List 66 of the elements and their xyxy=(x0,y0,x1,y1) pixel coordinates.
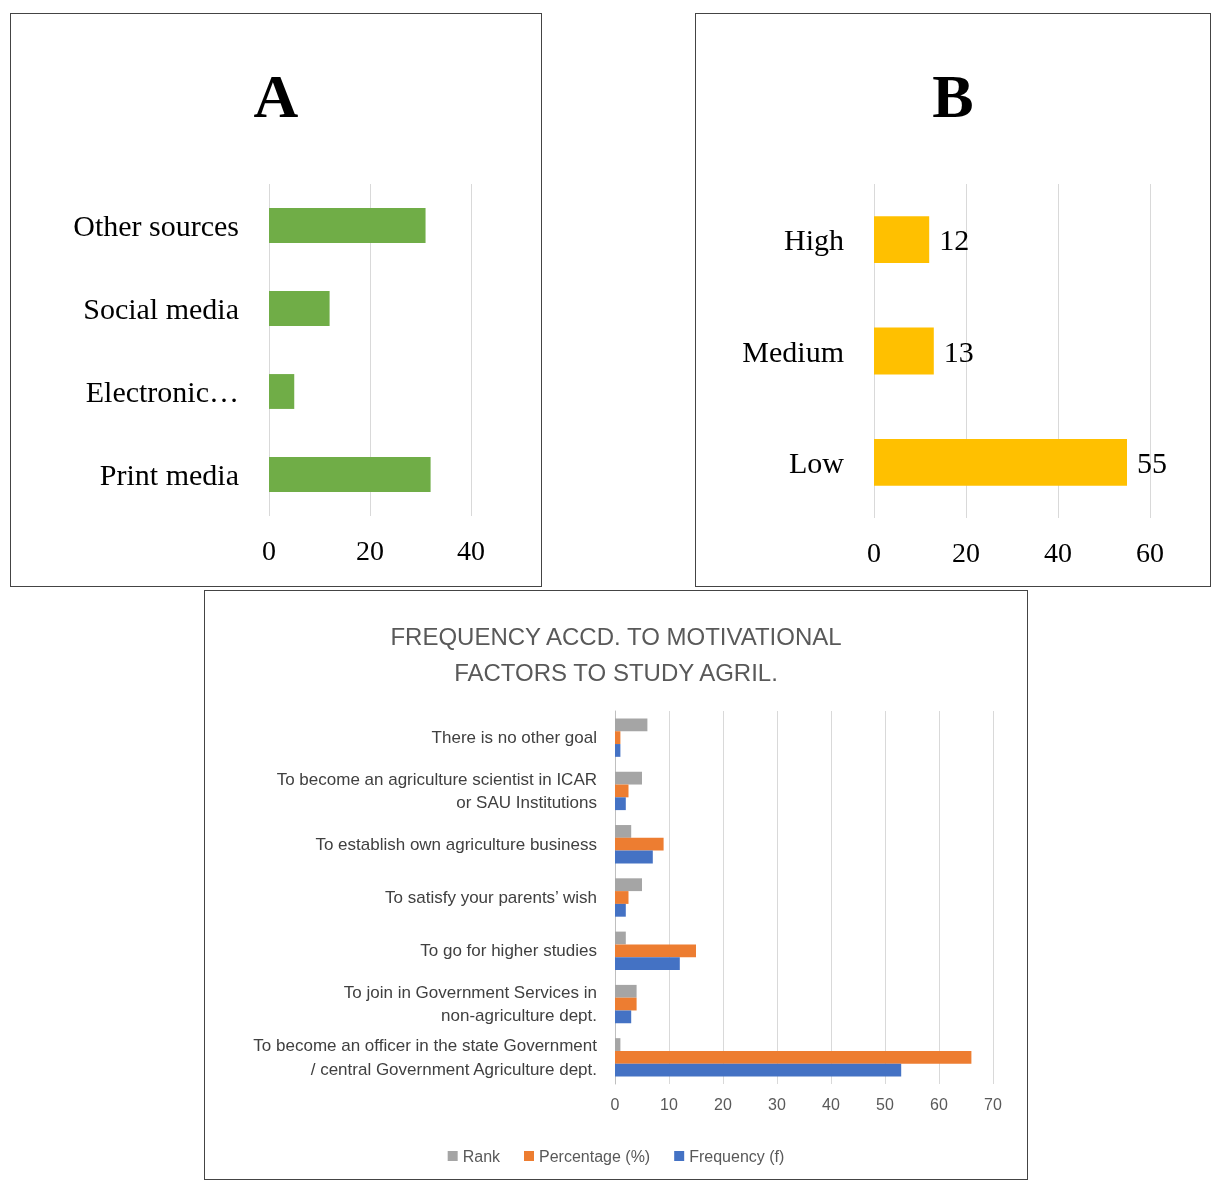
bar xyxy=(615,957,680,970)
bar xyxy=(615,944,696,958)
x-tick-label: 0 xyxy=(867,536,881,568)
y-tick-label: To satisfy your parents’ wish xyxy=(385,888,597,907)
bar xyxy=(615,903,626,917)
bar xyxy=(615,825,632,838)
chart-title: A xyxy=(253,61,299,130)
x-tick-label: 0 xyxy=(610,1095,620,1113)
bar xyxy=(615,931,626,945)
chart-title: B xyxy=(932,61,974,130)
x-tick-label: 70 xyxy=(984,1095,1002,1113)
data-label: 55 xyxy=(1137,445,1167,479)
bar xyxy=(269,208,426,243)
bar xyxy=(615,850,653,864)
bar xyxy=(874,216,930,264)
x-tick-label: 60 xyxy=(930,1095,948,1113)
bar xyxy=(615,997,637,1011)
y-tick-label: There is no other goal xyxy=(431,728,597,748)
bar xyxy=(615,891,629,904)
y-tick-label: High xyxy=(784,223,844,257)
x-tick-label: 0 xyxy=(262,534,276,566)
bar xyxy=(615,784,629,798)
legend-label: Percentage (%) xyxy=(539,1147,651,1165)
bar xyxy=(615,984,637,998)
bar xyxy=(269,457,431,492)
bar xyxy=(615,1038,621,1051)
x-tick-label: 20 xyxy=(952,536,980,568)
bar xyxy=(615,744,621,757)
data-label: 12 xyxy=(939,223,970,257)
x-tick-label: 40 xyxy=(1044,536,1072,568)
bar xyxy=(615,1010,632,1024)
bar xyxy=(615,797,626,811)
legend-label: Frequency (f) xyxy=(689,1147,785,1165)
bar xyxy=(874,327,934,375)
x-tick-label: 50 xyxy=(876,1095,894,1113)
y-tick-label: To become an agriculture scientist in ICAR or SAU Institutions xyxy=(276,769,597,813)
x-tick-label: 10 xyxy=(660,1095,678,1113)
y-tick-label: To establish own agriculture business xyxy=(315,834,597,854)
y-tick-label: To go for higher studies xyxy=(420,941,597,961)
y-tick-label: To join in Government Services in non-agriculture dept. xyxy=(343,982,597,1026)
bar xyxy=(615,718,648,732)
x-tick-label: 20 xyxy=(356,534,384,566)
bar xyxy=(269,374,295,409)
y-tick-label: Electronic… xyxy=(85,375,239,408)
bar xyxy=(874,438,1127,486)
bar xyxy=(615,878,642,892)
x-tick-label: 20 xyxy=(714,1095,732,1113)
y-tick-label: To become an officer in the state Government / central Government Agriculture dept. xyxy=(253,1035,598,1079)
bar xyxy=(615,837,664,851)
y-tick-label: Social media xyxy=(83,292,239,325)
legend-label: Rank xyxy=(462,1147,502,1165)
bar xyxy=(269,291,330,326)
x-tick-label: 30 xyxy=(768,1095,786,1113)
bar xyxy=(615,1063,902,1077)
chart-title: FREQUENCY ACCD. TO MOTIVATIONAL FACTORS TO STUDY AGRIL. xyxy=(390,622,842,686)
y-tick-label: Medium xyxy=(742,334,844,368)
data-label: 13 xyxy=(943,334,974,368)
y-tick-label: Low xyxy=(789,445,845,479)
x-tick-label: 60 xyxy=(1136,536,1164,568)
bar xyxy=(615,771,642,785)
y-tick-label: Other sources xyxy=(73,209,239,242)
x-tick-label: 40 xyxy=(457,534,485,566)
bar xyxy=(615,1050,972,1064)
x-tick-label: 40 xyxy=(822,1095,840,1113)
y-tick-label: Print media xyxy=(99,458,239,491)
bar xyxy=(615,731,621,745)
